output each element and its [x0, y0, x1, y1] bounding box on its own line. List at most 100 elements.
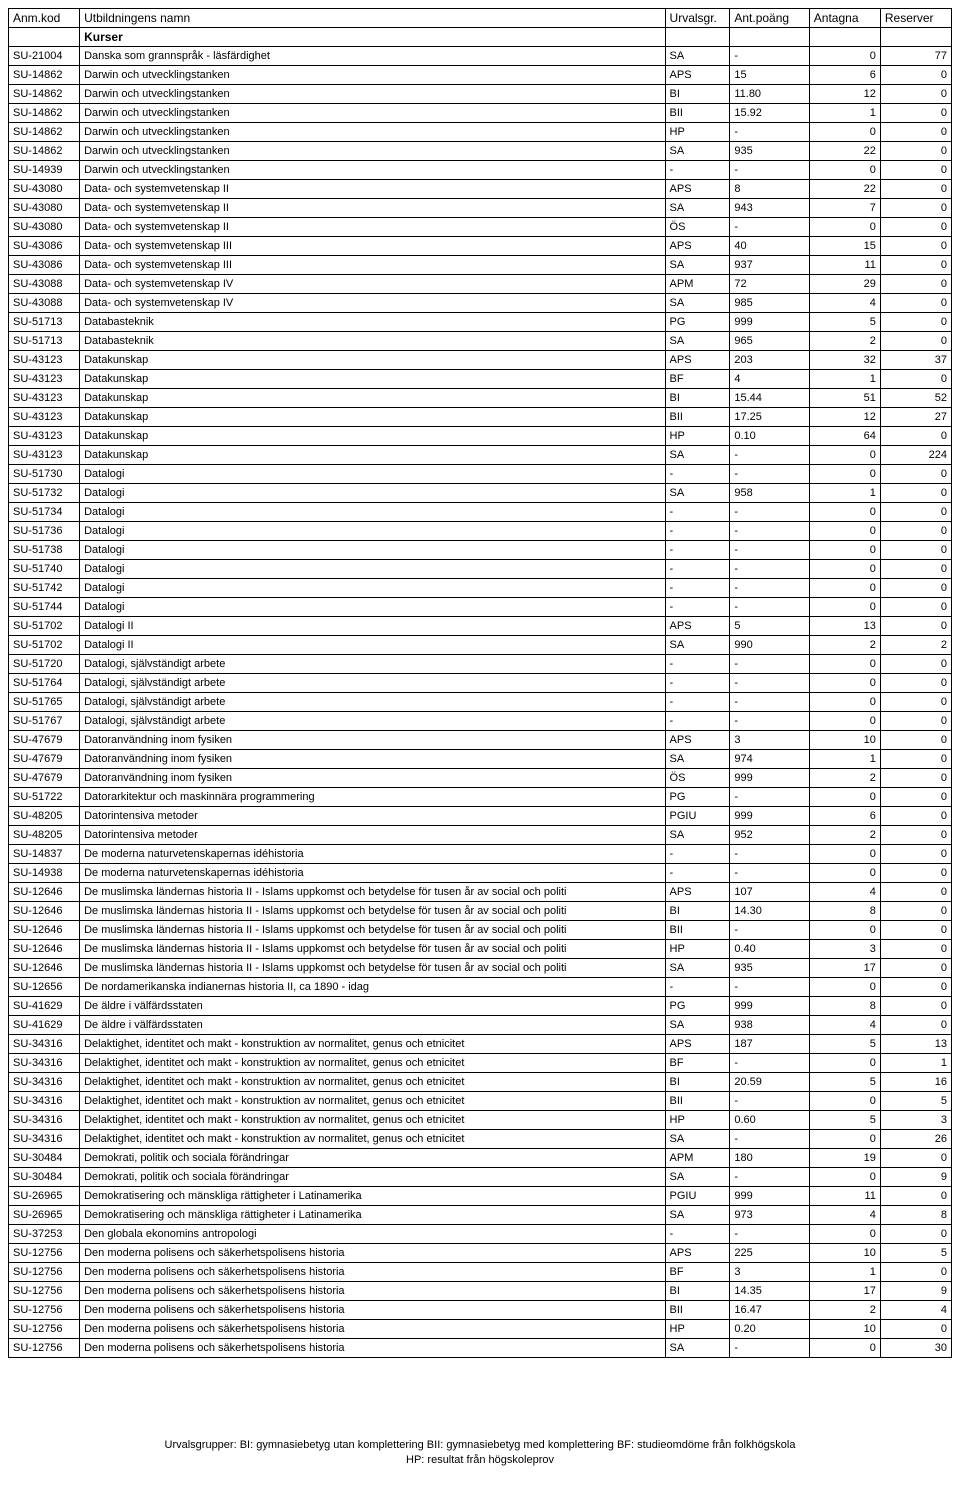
cell-kod: SU-51740 — [9, 560, 80, 579]
cell-ant: 0 — [809, 560, 880, 579]
table-row: SU-43123DatakunskapHP0.10640 — [9, 427, 952, 446]
cell-poang: 0.60 — [730, 1111, 809, 1130]
cell-poang: - — [730, 465, 809, 484]
cell-ant: 0 — [809, 465, 880, 484]
cell-kod: SU-43088 — [9, 294, 80, 313]
cell-urv: BF — [665, 1263, 730, 1282]
cell-res: 0 — [880, 85, 951, 104]
cell-namn: De äldre i välfärdsstaten — [80, 997, 665, 1016]
cell-kod: SU-14862 — [9, 85, 80, 104]
footer-line2: HP: resultat från högskoleprov — [8, 1453, 952, 1468]
cell-poang: 935 — [730, 959, 809, 978]
cell-poang: 943 — [730, 199, 809, 218]
cell-ant: 0 — [809, 1225, 880, 1244]
cell-kod: SU-51720 — [9, 655, 80, 674]
table-row: SU-51742Datalogi--00 — [9, 579, 952, 598]
cell-urv: SA — [665, 1130, 730, 1149]
cell-res: 0 — [880, 161, 951, 180]
cell-ant: 17 — [809, 1282, 880, 1301]
cell-res: 0 — [880, 237, 951, 256]
cell-poang: - — [730, 978, 809, 997]
cell-ant: 5 — [809, 1035, 880, 1054]
col-header-urv: Urvalsgr. — [665, 9, 730, 28]
cell-namn: Delaktighet, identitet och makt - konstr… — [80, 1092, 665, 1111]
cell-poang: - — [730, 845, 809, 864]
cell-namn: Data- och systemvetenskap II — [80, 180, 665, 199]
cell-urv: BII — [665, 408, 730, 427]
cell-res: 0 — [880, 66, 951, 85]
cell-poang: 8 — [730, 180, 809, 199]
cell-kod: SU-51713 — [9, 313, 80, 332]
table-row: SU-43086Data- och systemvetenskap IIIAPS… — [9, 237, 952, 256]
cell-ant: 5 — [809, 1073, 880, 1092]
cell-ant: 1 — [809, 370, 880, 389]
cell-poang: 999 — [730, 313, 809, 332]
table-row: SU-34316Delaktighet, identitet och makt … — [9, 1111, 952, 1130]
cell-kod: SU-51767 — [9, 712, 80, 731]
table-row: SU-34316Delaktighet, identitet och makt … — [9, 1130, 952, 1149]
cell-res: 0 — [880, 978, 951, 997]
cell-res: 0 — [880, 921, 951, 940]
cell-poang: 3 — [730, 731, 809, 750]
cell-poang: - — [730, 218, 809, 237]
cell-kod: SU-47679 — [9, 731, 80, 750]
cell-kod: SU-14862 — [9, 123, 80, 142]
cell-res: 4 — [880, 1301, 951, 1320]
cell-poang: - — [730, 522, 809, 541]
cell-namn: Data- och systemvetenskap III — [80, 237, 665, 256]
footer-line1: Urvalsgrupper: BI: gymnasiebetyg utan ko… — [8, 1438, 952, 1453]
cell-ant: 8 — [809, 902, 880, 921]
cell-res: 0 — [880, 427, 951, 446]
cell-ant: 2 — [809, 769, 880, 788]
table-row: SU-43123DatakunskapAPS2033237 — [9, 351, 952, 370]
cell-urv: APS — [665, 237, 730, 256]
cell-res: 26 — [880, 1130, 951, 1149]
cell-urv: SA — [665, 1339, 730, 1358]
cell-namn: Databasteknik — [80, 332, 665, 351]
table-row: SU-14862Darwin och utvecklingstankenHP-0… — [9, 123, 952, 142]
cell-ant: 29 — [809, 275, 880, 294]
cell-res: 0 — [880, 218, 951, 237]
cell-ant: 0 — [809, 1092, 880, 1111]
cell-namn: Demokrati, politik och sociala förändrin… — [80, 1149, 665, 1168]
cell-kod: SU-43123 — [9, 446, 80, 465]
cell-namn: Data- och systemvetenskap IV — [80, 294, 665, 313]
cell-ant: 19 — [809, 1149, 880, 1168]
cell-poang: - — [730, 1054, 809, 1073]
cell-poang: - — [730, 693, 809, 712]
cell-poang: 72 — [730, 275, 809, 294]
cell-ant: 0 — [809, 579, 880, 598]
cell-poang: 985 — [730, 294, 809, 313]
cell-urv: - — [665, 864, 730, 883]
cell-urv: SA — [665, 294, 730, 313]
cell-urv: SA — [665, 1206, 730, 1225]
cell-ant: 11 — [809, 1187, 880, 1206]
cell-namn: Datalogi — [80, 484, 665, 503]
cell-namn: Delaktighet, identitet och makt - konstr… — [80, 1130, 665, 1149]
cell-ant: 0 — [809, 655, 880, 674]
cell-res: 0 — [880, 1016, 951, 1035]
cell-namn: Datalogi — [80, 503, 665, 522]
cell-namn: Demokratisering och mänskliga rättighete… — [80, 1206, 665, 1225]
cell-kod: SU-43086 — [9, 237, 80, 256]
cell-kod: SU-43123 — [9, 351, 80, 370]
cell-kod: SU-43080 — [9, 218, 80, 237]
section-header-label: Kurser — [80, 28, 665, 47]
cell-urv: BF — [665, 1054, 730, 1073]
cell-res: 0 — [880, 522, 951, 541]
cell-namn: Datalogi, självständigt arbete — [80, 674, 665, 693]
cell-kod: SU-47679 — [9, 769, 80, 788]
cell-kod: SU-43086 — [9, 256, 80, 275]
cell-kod: SU-37253 — [9, 1225, 80, 1244]
table-row: SU-12646De muslimska ländernas historia … — [9, 940, 952, 959]
cell-poang: 999 — [730, 807, 809, 826]
cell-res: 0 — [880, 940, 951, 959]
cell-urv: - — [665, 1225, 730, 1244]
cell-ant: 0 — [809, 788, 880, 807]
table-row: SU-51744Datalogi--00 — [9, 598, 952, 617]
cell-res: 0 — [880, 845, 951, 864]
cell-urv: SA — [665, 750, 730, 769]
cell-poang: - — [730, 503, 809, 522]
table-row: SU-12656De nordamerikanska indianernas h… — [9, 978, 952, 997]
cell-urv: SA — [665, 47, 730, 66]
